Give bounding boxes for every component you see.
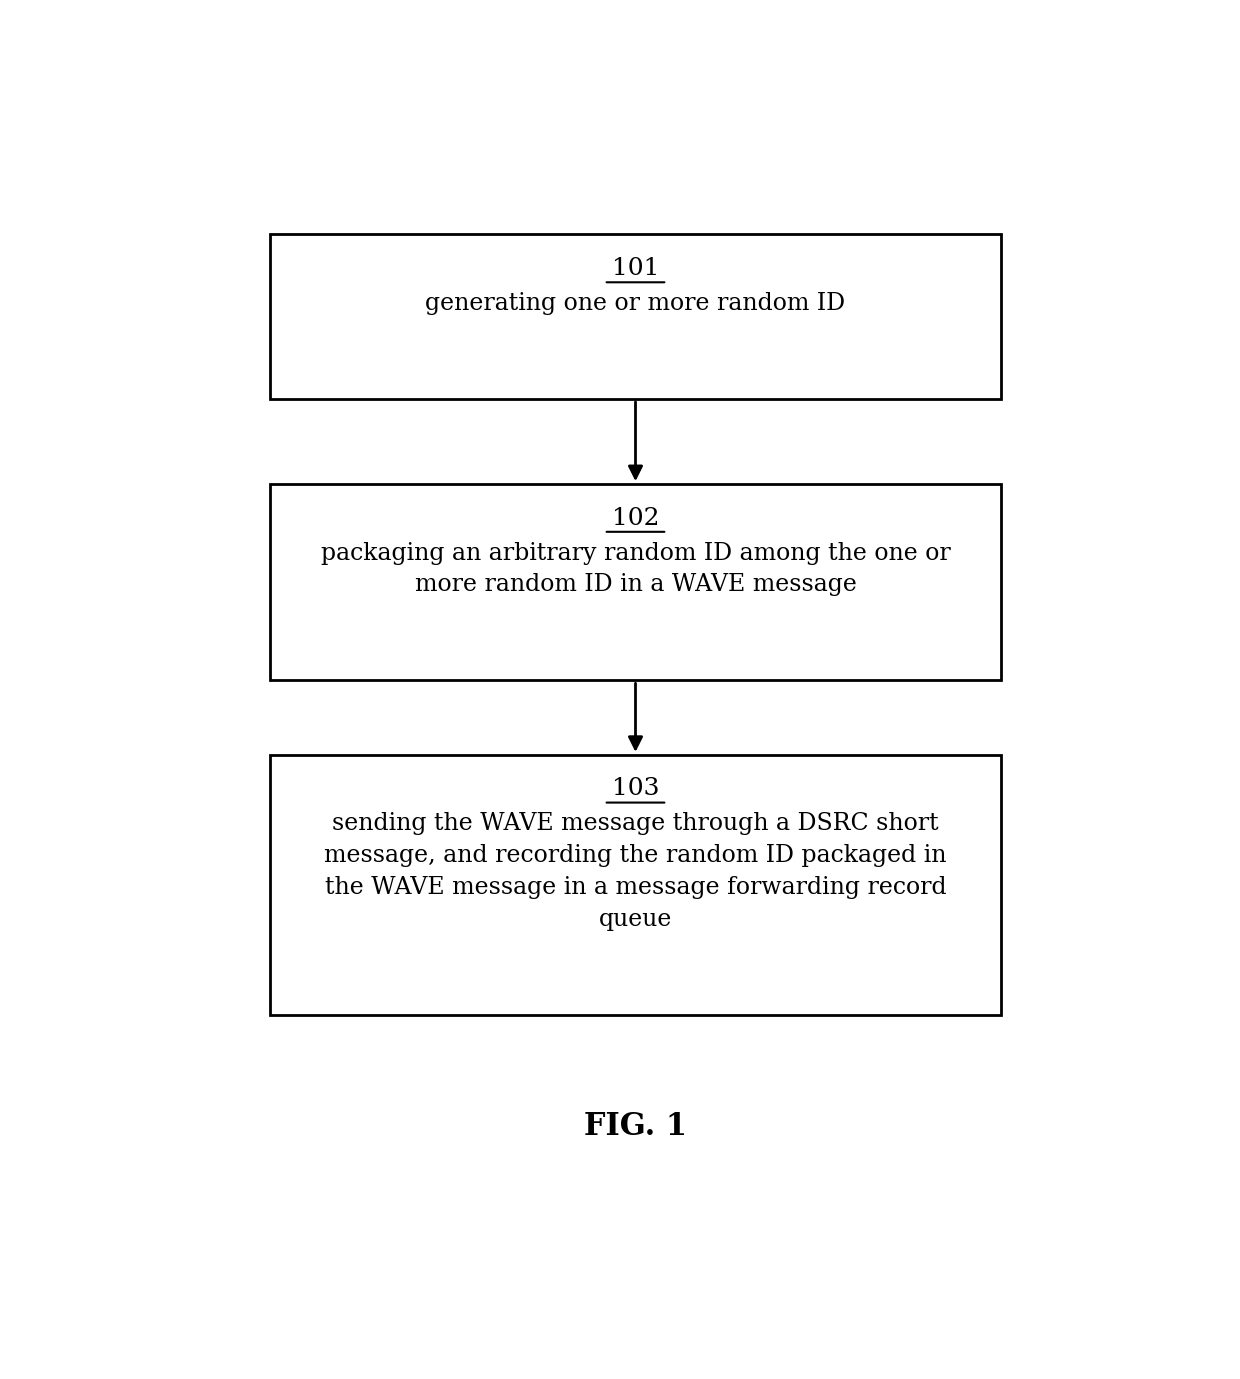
Text: generating one or more random ID: generating one or more random ID [425,292,846,314]
Text: FIG. 1: FIG. 1 [584,1111,687,1142]
Text: the WAVE message in a message forwarding record: the WAVE message in a message forwarding… [325,876,946,899]
Text: sending the WAVE message through a DSRC short: sending the WAVE message through a DSRC … [332,812,939,836]
Text: more random ID in a WAVE message: more random ID in a WAVE message [414,574,857,596]
Text: 103: 103 [611,778,660,800]
Text: packaging an arbitrary random ID among the one or: packaging an arbitrary random ID among t… [321,542,950,564]
Text: message, and recording the random ID packaged in: message, and recording the random ID pac… [324,844,947,867]
Bar [270,234,1001,399]
Bar [270,484,1001,680]
Text: 102: 102 [611,506,660,530]
Text: queue: queue [599,907,672,931]
Bar [270,754,1001,1015]
Text: 101: 101 [611,256,660,280]
